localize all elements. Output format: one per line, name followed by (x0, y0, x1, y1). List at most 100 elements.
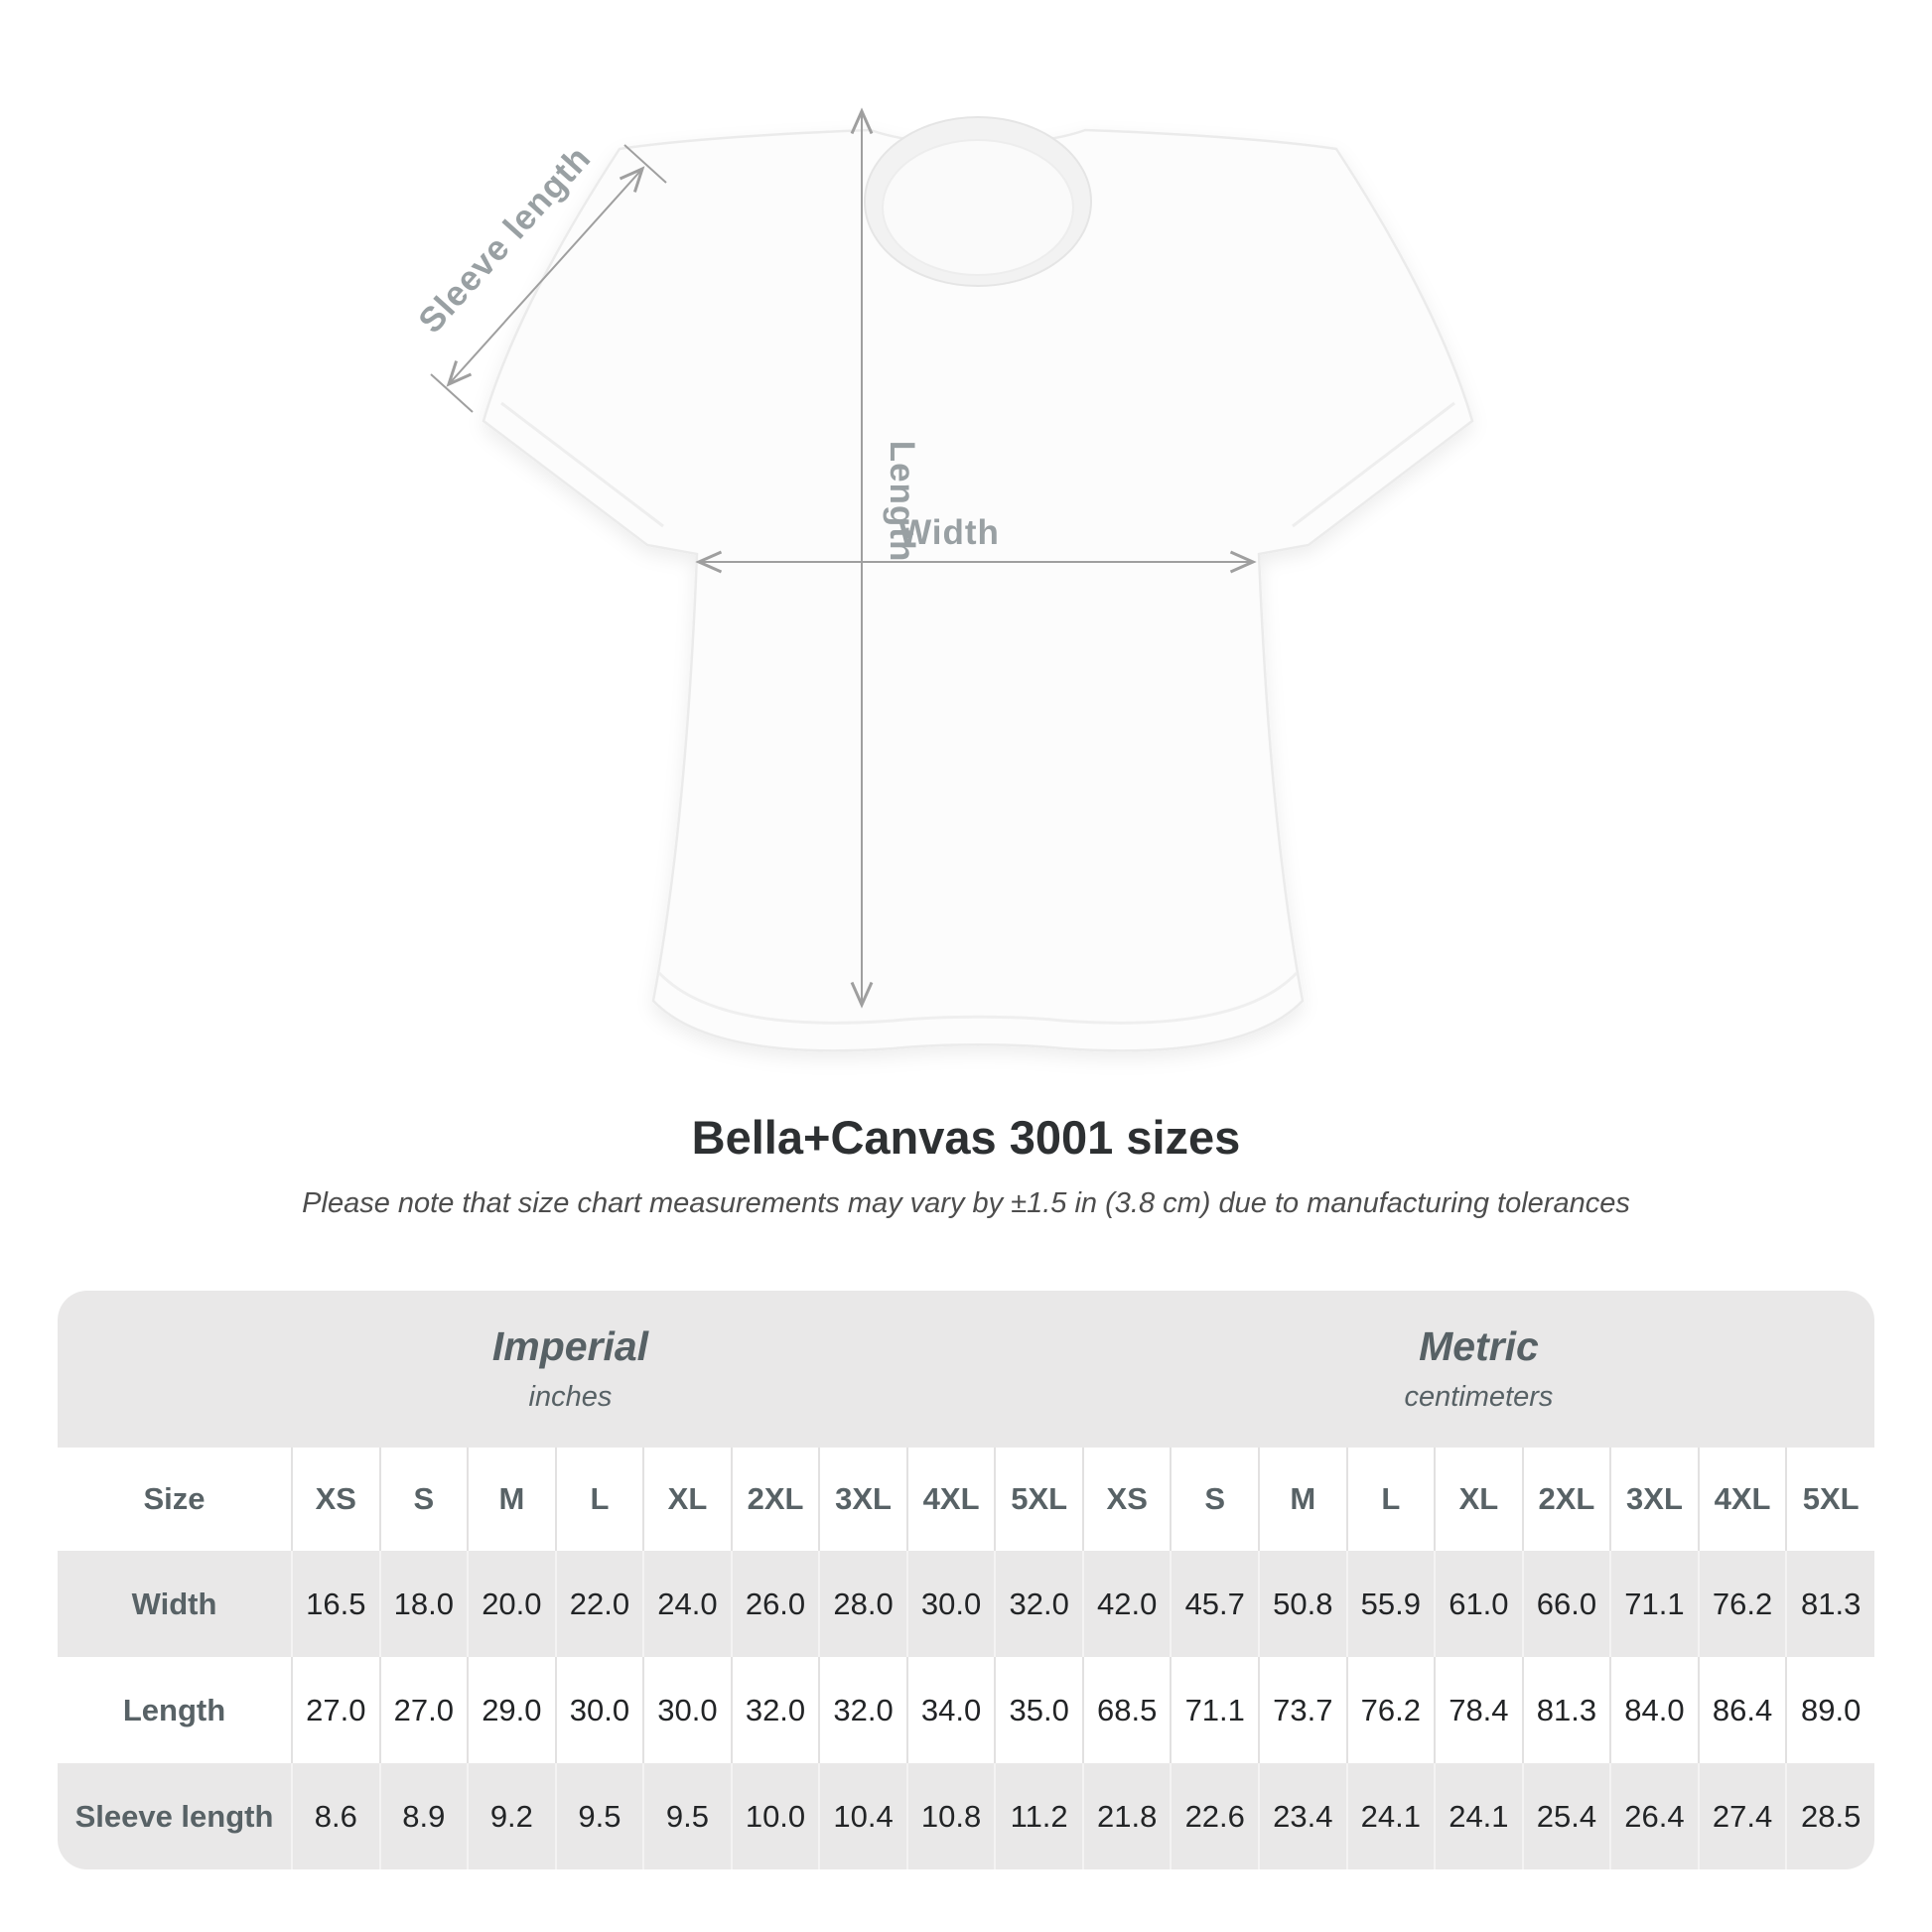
measurement-cell: 73.7 (1258, 1657, 1347, 1763)
size-col-header: 3XL (818, 1448, 907, 1551)
measurement-row: Sleeve length 8.6 8.9 9.2 9.5 9.5 10.0 10.4 10.8… (58, 1763, 1874, 1869)
size-table: Imperial inches Metric centimeters Size XS S M L… (58, 1291, 1874, 1869)
size-col-header: 5XL (1785, 1448, 1874, 1551)
measurement-cell: 26.0 (730, 1551, 820, 1657)
measurement-cell: 55.9 (1345, 1551, 1436, 1657)
unit-group-metric: Metric centimeters (1082, 1291, 1874, 1448)
unit-group-row: Imperial inches Metric centimeters (58, 1291, 1874, 1448)
width-label: Width (898, 513, 1000, 552)
measurement-cell: 78.4 (1434, 1657, 1523, 1763)
size-col-header: XL (642, 1448, 732, 1551)
measurement-cell: 29.0 (467, 1657, 556, 1763)
measurement-cell: 10.0 (730, 1763, 820, 1869)
size-col-header: XS (1081, 1448, 1172, 1551)
size-col-header: L (554, 1448, 644, 1551)
measurement-cell: 32.0 (730, 1657, 820, 1763)
measurement-cell: 81.3 (1521, 1657, 1611, 1763)
size-col-header: 3XL (1609, 1448, 1699, 1551)
unit-group-name: Imperial (491, 1322, 649, 1369)
length-label: Length (883, 441, 921, 563)
row-label: Length (122, 1692, 226, 1727)
measurement-cell: 10.8 (905, 1763, 996, 1869)
measurement-row: Length 27.0 27.0 29.0 30.0 30.0 32.0 32.0 34.0 35… (58, 1657, 1874, 1763)
measurement-cell: 32.0 (994, 1551, 1083, 1657)
measurement-cell: 71.1 (1609, 1551, 1699, 1657)
row-label: Width (131, 1586, 217, 1621)
measurement-cell: 28.0 (818, 1551, 907, 1657)
measurement-cell: 81.3 (1785, 1551, 1874, 1657)
measurement-cell: 84.0 (1609, 1657, 1699, 1763)
measurement-cell: 32.0 (818, 1657, 907, 1763)
measurement-cell: 27.0 (378, 1657, 469, 1763)
size-col-header: 5XL (994, 1448, 1083, 1551)
measurement-cell: 22.6 (1170, 1763, 1260, 1869)
measurement-cell: 8.6 (291, 1763, 380, 1869)
measurement-cell: 26.4 (1609, 1763, 1699, 1869)
size-col-header: XS (291, 1448, 380, 1551)
measurement-cell: 18.0 (378, 1551, 469, 1657)
measurement-cell: 76.2 (1697, 1551, 1787, 1657)
measurement-cell: 34.0 (905, 1657, 996, 1763)
size-col-header: 2XL (730, 1448, 820, 1551)
measurement-cell: 30.0 (905, 1551, 996, 1657)
unit-group-name: Metric (1419, 1322, 1539, 1369)
measurement-cell: 25.4 (1521, 1763, 1611, 1869)
measurement-cell: 68.5 (1081, 1657, 1172, 1763)
measurement-cell: 28.5 (1785, 1763, 1874, 1869)
measurement-cell: 89.0 (1785, 1657, 1874, 1763)
size-col-header: L (1345, 1448, 1436, 1551)
measurement-row: Width 16.5 18.0 20.0 22.0 24.0 26.0 28.0 30.0 32.… (58, 1551, 1874, 1657)
size-col-header: M (1258, 1448, 1347, 1551)
size-col-header: 4XL (1697, 1448, 1787, 1551)
measurement-cell: 16.5 (291, 1551, 380, 1657)
measurement-cell: 27.4 (1697, 1763, 1787, 1869)
measurement-cell: 9.2 (467, 1763, 556, 1869)
measurement-cell: 24.1 (1434, 1763, 1523, 1869)
size-table-container: Imperial inches Metric centimeters Size XS S M L… (58, 1291, 1874, 1869)
measurement-cell: 10.4 (818, 1763, 907, 1869)
measurement-cell: 9.5 (554, 1763, 644, 1869)
size-col-header: S (1170, 1448, 1260, 1551)
measurement-cell: 66.0 (1521, 1551, 1611, 1657)
measurement-cell: 50.8 (1258, 1551, 1347, 1657)
measurement-cell: 23.4 (1258, 1763, 1347, 1869)
unit-group-imperial: Imperial inches (58, 1291, 1083, 1448)
collar-inner (882, 139, 1074, 276)
measurement-cell: 21.8 (1081, 1763, 1172, 1869)
measurement-cell: 11.2 (994, 1763, 1083, 1869)
measurement-cell: 22.0 (554, 1551, 644, 1657)
size-col-header: M (467, 1448, 556, 1551)
size-col-header: XL (1434, 1448, 1523, 1551)
page-title: Bella+Canvas 3001 sizes (691, 1111, 1241, 1164)
size-col-header: 4XL (905, 1448, 996, 1551)
measurement-cell: 45.7 (1170, 1551, 1260, 1657)
unit-group-unit: inches (528, 1381, 613, 1414)
size-header-row: Size XS S M L XL 2XL 3XL 4XL 5XL XS S M L XL 2XL 3XL 4XL 5… (58, 1448, 1874, 1551)
sleeve-tick-bottom (430, 373, 474, 413)
tshirt-graphic (482, 116, 1474, 1052)
measurement-cell: 30.0 (642, 1657, 732, 1763)
measurement-cell: 24.0 (642, 1551, 732, 1657)
measurement-cell: 9.5 (642, 1763, 732, 1869)
row-label: Sleeve length (74, 1798, 274, 1834)
sleeve-tick-top (623, 144, 667, 184)
unit-group-unit: centimeters (1404, 1381, 1554, 1414)
size-header-label: Size (58, 1448, 292, 1551)
page-subtitle: Please note that size chart measurements… (302, 1187, 1630, 1219)
measurement-cell: 27.0 (291, 1657, 380, 1763)
sleeve-length-arrow (446, 166, 645, 387)
measurement-cell: 24.1 (1345, 1763, 1436, 1869)
measurement-cell: 42.0 (1081, 1551, 1172, 1657)
measurement-cell: 8.9 (378, 1763, 469, 1869)
measurement-cell: 76.2 (1345, 1657, 1436, 1763)
measurement-cell: 35.0 (994, 1657, 1083, 1763)
measurement-cell: 30.0 (554, 1657, 644, 1763)
size-col-header: S (378, 1448, 469, 1551)
measurement-cell: 71.1 (1170, 1657, 1260, 1763)
size-col-header: 2XL (1521, 1448, 1611, 1551)
measurement-cell: 86.4 (1697, 1657, 1787, 1763)
dimension-lines (430, 107, 1257, 1009)
measurement-cell: 61.0 (1434, 1551, 1523, 1657)
